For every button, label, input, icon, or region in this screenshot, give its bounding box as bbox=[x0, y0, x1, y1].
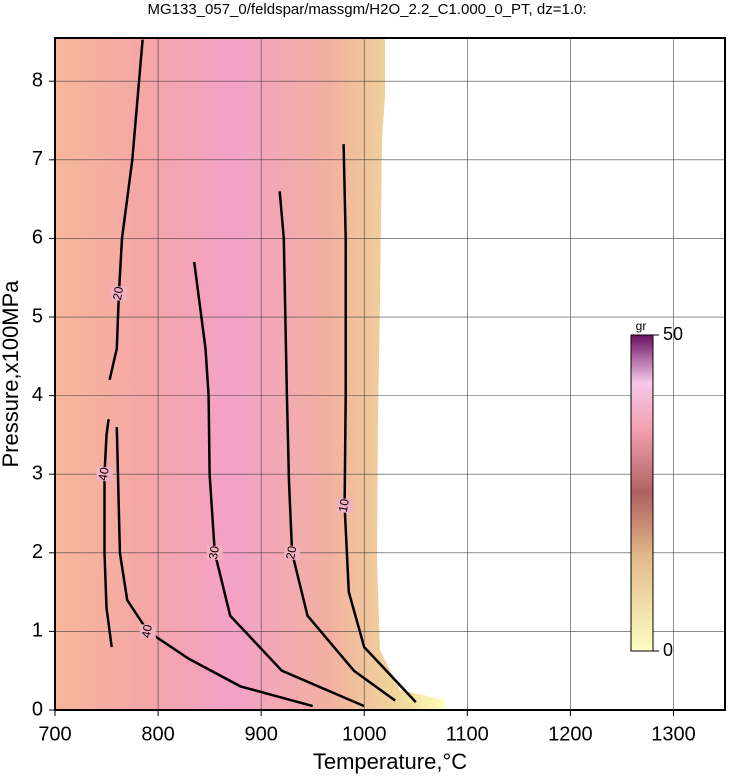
chart-title: MG133_057_0/feldspar/massgm/H2O_2.2_C1.0… bbox=[147, 1, 586, 18]
x-tick-label: 1100 bbox=[446, 723, 489, 745]
contour-label-bg bbox=[336, 498, 353, 513]
contour-label: 10 bbox=[336, 497, 352, 513]
contour-line bbox=[108, 39, 144, 381]
colorbar bbox=[630, 334, 654, 652]
y-tick-label: 4 bbox=[32, 384, 43, 406]
y-tick-label: 6 bbox=[32, 227, 43, 249]
filled-region bbox=[55, 38, 445, 710]
contour-label-bg bbox=[96, 467, 113, 482]
y-tick-label: 5 bbox=[32, 305, 43, 327]
colorbar-tick-label: 0 bbox=[663, 640, 673, 660]
y-tick-label: 8 bbox=[32, 70, 43, 92]
contour-label: 20 bbox=[283, 545, 299, 561]
plot-frame bbox=[54, 37, 726, 711]
x-tick-label: 800 bbox=[141, 723, 174, 745]
contour-label: 30 bbox=[206, 545, 222, 561]
contour-label: 20 bbox=[110, 285, 126, 301]
contour-label-bg bbox=[284, 545, 301, 560]
x-axis-label: Temperature,°C bbox=[313, 749, 467, 774]
contour-line bbox=[278, 191, 396, 702]
y-tick-label: 3 bbox=[32, 462, 43, 484]
y-tick-label: 7 bbox=[32, 148, 43, 170]
contour-label: 40 bbox=[139, 623, 155, 639]
y-axis-label: Pressure,x100MPa bbox=[0, 280, 23, 468]
y-tick-label: 2 bbox=[32, 541, 43, 563]
y-tick-label: 1 bbox=[32, 620, 43, 642]
contours: 40 40 30 20 20 10 bbox=[96, 39, 417, 708]
colorbar-label: gr bbox=[636, 319, 647, 333]
x-tick-label: 700 bbox=[38, 723, 71, 745]
contour-label-bg bbox=[139, 624, 156, 639]
contour-label-bg bbox=[206, 545, 223, 560]
x-tick-label: 1200 bbox=[548, 723, 593, 745]
contour-label: 40 bbox=[96, 466, 112, 482]
y-tick-label: 0 bbox=[32, 698, 43, 720]
contour-line bbox=[192, 261, 365, 708]
x-tick-label: 1300 bbox=[651, 723, 696, 745]
x-tick-label: 1000 bbox=[342, 723, 387, 745]
x-tick-label: 900 bbox=[244, 723, 277, 745]
contour-line bbox=[103, 419, 113, 648]
contour-label-bg bbox=[110, 286, 127, 301]
colorbar-tick-label: 50 bbox=[663, 324, 683, 344]
grid bbox=[54, 38, 725, 711]
